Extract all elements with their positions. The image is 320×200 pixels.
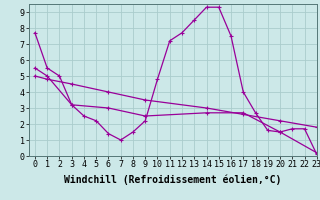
X-axis label: Windchill (Refroidissement éolien,°C): Windchill (Refroidissement éolien,°C) — [64, 175, 282, 185]
